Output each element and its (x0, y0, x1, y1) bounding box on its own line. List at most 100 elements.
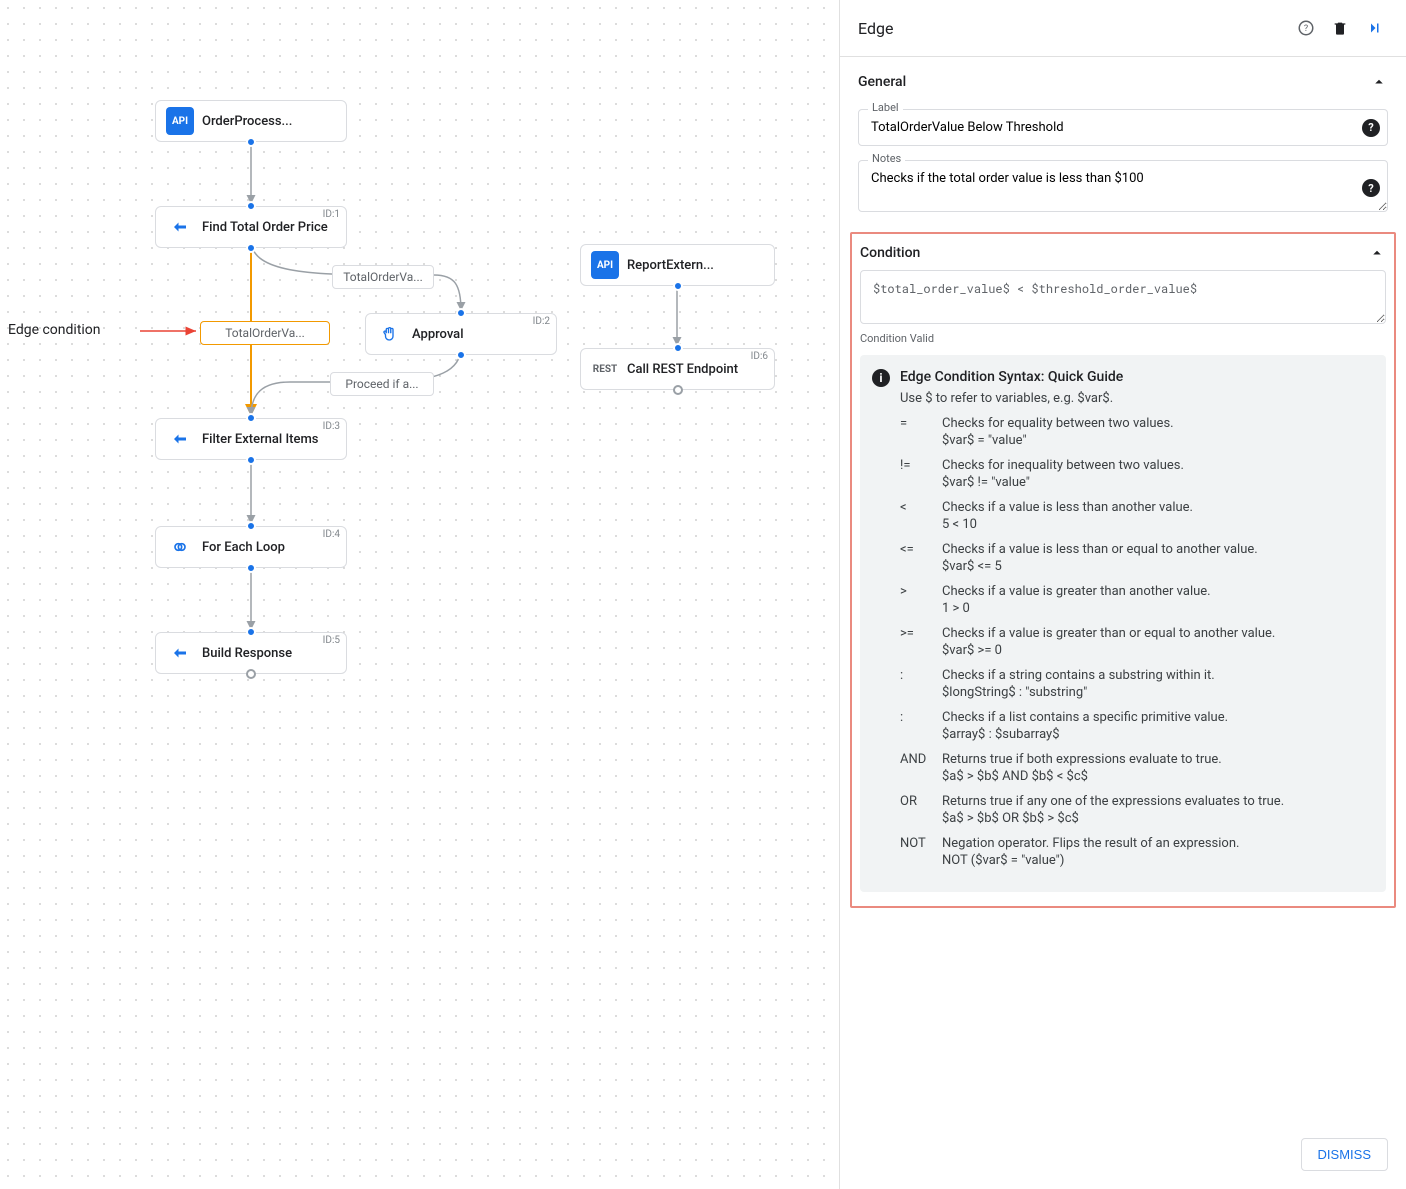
chevron-up-icon (1368, 244, 1386, 262)
guide-row: >Checks if a value is greater than anoth… (900, 584, 1372, 616)
chevron-up-icon (1370, 73, 1388, 91)
guide-row: >=Checks if a value is greater than or e… (900, 626, 1372, 658)
api-icon: API (591, 251, 619, 279)
port-icon[interactable] (246, 243, 256, 253)
node-report-extern[interactable]: API ReportExtern... (580, 244, 775, 286)
port-icon[interactable] (456, 350, 466, 360)
loop-icon (166, 533, 194, 561)
guide-example: NOT ($var$ = "value") (942, 853, 1239, 868)
guide-example: $a$ > $b$ OR $b$ > $c$ (942, 811, 1284, 826)
task-icon (166, 213, 194, 241)
condition-status: Condition Valid (860, 332, 1386, 345)
port-icon[interactable] (673, 385, 683, 395)
node-id: ID:2 (533, 316, 550, 327)
task-icon (166, 639, 194, 667)
node-label: ReportExtern... (627, 258, 714, 273)
node-call-rest[interactable]: ID:6 REST Call REST Endpoint (580, 348, 775, 390)
port-icon[interactable] (246, 563, 256, 573)
edge-label[interactable]: TotalOrderVa... (332, 265, 434, 289)
node-id: ID:1 (323, 209, 340, 220)
guide-row: ANDReturns true if both expressions eval… (900, 752, 1372, 784)
guide-op: = (900, 416, 942, 448)
node-id: ID:5 (323, 635, 340, 646)
port-icon[interactable] (246, 137, 256, 147)
sidebar-header: Edge ? (840, 0, 1406, 57)
help-icon[interactable]: ? (1292, 14, 1320, 42)
guide-desc: Checks if a string contains a substring … (942, 668, 1215, 683)
guide-desc: Checks if a value is less than another v… (942, 500, 1193, 515)
dismiss-button[interactable]: DISMISS (1301, 1138, 1388, 1171)
guide-op: NOT (900, 836, 942, 868)
node-label: For Each Loop (202, 540, 285, 555)
port-icon[interactable] (246, 627, 256, 637)
guide-op: < (900, 500, 942, 532)
section-header-general[interactable]: General (858, 69, 1388, 95)
port-icon[interactable] (673, 343, 683, 353)
condition-input[interactable]: $total_order_value$ < $threshold_order_v… (860, 270, 1386, 324)
node-id: ID:6 (751, 351, 768, 362)
guide-row: :Checks if a string contains a substring… (900, 668, 1372, 700)
guide-example: $longString$ : "substring" (942, 685, 1215, 700)
field-label: Notes (868, 152, 905, 165)
node-find-total[interactable]: ID:1 Find Total Order Price (155, 206, 347, 248)
guide-intro: Use $ to refer to variables, e.g. $var$. (900, 391, 1372, 406)
notes-input[interactable]: Checks if the total order value is less … (858, 160, 1388, 212)
guide-desc: Negation operator. Flips the result of a… (942, 836, 1239, 851)
rest-icon: REST (591, 355, 619, 383)
node-label: OrderProcess... (202, 114, 292, 129)
section-header-condition[interactable]: Condition (860, 244, 1386, 270)
guide-example: $var$ <= 5 (942, 559, 1258, 574)
guide-desc: Checks if a value is greater than or equ… (942, 626, 1275, 641)
collapse-icon[interactable] (1360, 14, 1388, 42)
guide-op: : (900, 710, 942, 742)
node-filter-external[interactable]: ID:3 Filter External Items (155, 418, 347, 460)
guide-op: != (900, 458, 942, 490)
guide-example: $var$ != "value" (942, 475, 1184, 490)
port-icon[interactable] (246, 201, 256, 211)
delete-icon[interactable] (1326, 14, 1354, 42)
notes-field-wrap: Notes Checks if the total order value is… (858, 160, 1388, 216)
node-id: ID:4 (323, 529, 340, 540)
info-icon: i (872, 369, 890, 387)
port-icon[interactable] (673, 281, 683, 291)
guide-op: AND (900, 752, 942, 784)
flow-canvas[interactable]: Edge condition API OrderProcess... ID:1 … (0, 0, 840, 1189)
guide-op: > (900, 584, 942, 616)
label-input[interactable] (858, 109, 1388, 146)
section-title: Condition (860, 245, 920, 261)
guide-desc: Returns true if both expressions evaluat… (942, 752, 1222, 767)
guide-example: $var$ = "value" (942, 433, 1174, 448)
port-icon[interactable] (246, 455, 256, 465)
edge-label[interactable]: Proceed if a... (330, 372, 434, 396)
node-label: Build Response (202, 646, 292, 661)
guide-desc: Checks if a value is less than or equal … (942, 542, 1258, 557)
help-icon[interactable]: ? (1362, 179, 1380, 197)
guide-row: NOTNegation operator. Flips the result o… (900, 836, 1372, 868)
guide-row: =Checks for equality between two values.… (900, 416, 1372, 448)
port-icon[interactable] (246, 413, 256, 423)
api-icon: API (166, 107, 194, 135)
port-icon[interactable] (246, 521, 256, 531)
edge-label-selected[interactable]: TotalOrderVa... (200, 321, 330, 345)
section-general: General Label ? Notes Checks if the tota… (840, 57, 1406, 228)
node-build-response[interactable]: ID:5 Build Response (155, 632, 347, 674)
node-for-each[interactable]: ID:4 For Each Loop (155, 526, 347, 568)
guide-desc: Checks if a value is greater than anothe… (942, 584, 1211, 599)
field-label: Label (868, 101, 903, 114)
guide-example: $var$ >= 0 (942, 643, 1275, 658)
node-label: Call REST Endpoint (627, 362, 738, 377)
node-id: ID:3 (323, 421, 340, 432)
node-approval[interactable]: ID:2 Approval (365, 313, 557, 355)
guide-desc: Returns true if any one of the expressio… (942, 794, 1284, 809)
node-order-process[interactable]: API OrderProcess... (155, 100, 347, 142)
port-icon[interactable] (246, 669, 256, 679)
help-icon[interactable]: ? (1362, 119, 1380, 137)
task-icon (166, 425, 194, 453)
hand-icon (376, 320, 404, 348)
guide-op: : (900, 668, 942, 700)
callout-label: Edge condition (8, 322, 101, 338)
port-icon[interactable] (456, 308, 466, 318)
guide-desc: Checks if a list contains a specific pri… (942, 710, 1228, 725)
guide-title: Edge Condition Syntax: Quick Guide (900, 369, 1372, 385)
svg-text:?: ? (1304, 24, 1308, 34)
